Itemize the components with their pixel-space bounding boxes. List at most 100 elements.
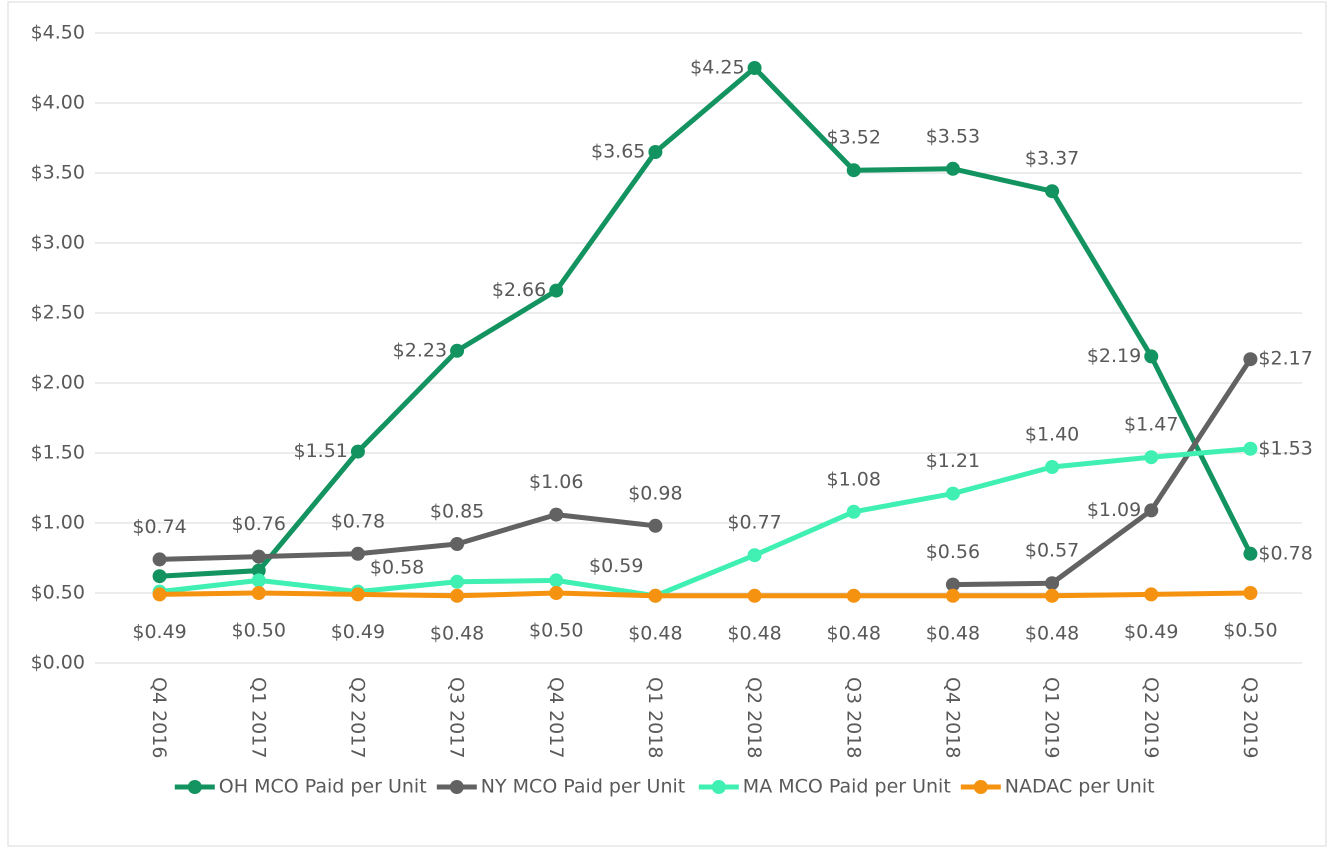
data-label: $0.48 bbox=[727, 622, 781, 644]
y-tick-label: $3.50 bbox=[31, 162, 85, 184]
data-point bbox=[549, 507, 564, 522]
data-point bbox=[1243, 546, 1258, 561]
data-point bbox=[350, 587, 365, 602]
x-tick-label: Q3 2017 bbox=[446, 677, 468, 758]
data-point bbox=[1243, 586, 1258, 600]
data-label: $0.50 bbox=[1223, 620, 1277, 642]
data-label: $1.51 bbox=[294, 440, 348, 462]
data-label: $2.66 bbox=[492, 279, 546, 301]
data-label: $0.98 bbox=[628, 482, 682, 504]
series-line bbox=[159, 446, 1251, 599]
legend-marker bbox=[711, 780, 726, 794]
data-label: $0.50 bbox=[232, 620, 286, 642]
data-point bbox=[450, 537, 465, 551]
data-point bbox=[1144, 450, 1159, 465]
x-tick-label: Q1 2018 bbox=[644, 677, 666, 758]
data-point bbox=[251, 549, 266, 564]
data-label: $1.06 bbox=[529, 471, 583, 493]
data-point bbox=[945, 161, 960, 176]
x-tick-label: Q2 2019 bbox=[1140, 677, 1162, 758]
legend-label: OH MCO Paid per Unit bbox=[219, 776, 427, 798]
data-label: $0.78 bbox=[1258, 542, 1312, 564]
data-point bbox=[251, 586, 266, 600]
data-label: $0.59 bbox=[589, 555, 643, 577]
data-label: $0.49 bbox=[132, 621, 186, 643]
data-label: $2.17 bbox=[1258, 348, 1312, 370]
legend-label: MA MCO Paid per Unit bbox=[743, 776, 951, 798]
y-tick-label: $1.50 bbox=[31, 442, 85, 464]
y-tick-label: $2.50 bbox=[31, 302, 85, 324]
data-point bbox=[747, 548, 762, 563]
data-point bbox=[1144, 349, 1159, 364]
data-label: $1.47 bbox=[1124, 414, 1178, 436]
data-label: $3.65 bbox=[591, 141, 645, 163]
data-label: $1.21 bbox=[926, 450, 980, 472]
data-label: $0.48 bbox=[926, 622, 980, 644]
x-tick-label: Q2 2018 bbox=[743, 677, 765, 758]
y-tick-label: $3.00 bbox=[31, 232, 85, 254]
data-label: $0.77 bbox=[727, 512, 781, 534]
data-point bbox=[350, 444, 365, 459]
x-tick-label: Q4 2016 bbox=[148, 677, 170, 758]
data-point bbox=[1045, 588, 1060, 603]
data-label: $0.56 bbox=[926, 541, 980, 563]
data-point bbox=[747, 61, 762, 75]
legend-marker bbox=[973, 780, 988, 794]
data-point bbox=[1045, 576, 1060, 591]
x-tick-label: Q3 2018 bbox=[842, 677, 864, 758]
x-tick-label: Q2 2017 bbox=[346, 677, 368, 758]
data-point bbox=[747, 588, 762, 603]
y-tick-label: $4.00 bbox=[31, 92, 85, 114]
data-label: $4.25 bbox=[690, 57, 744, 79]
data-point bbox=[945, 577, 960, 592]
data-point bbox=[648, 518, 663, 533]
x-tick-label: Q3 2019 bbox=[1239, 677, 1261, 758]
data-point bbox=[1243, 352, 1258, 367]
data-label: $0.76 bbox=[232, 513, 286, 535]
data-label: $0.74 bbox=[132, 516, 186, 538]
data-point bbox=[251, 563, 266, 578]
x-tick-label: Q4 2017 bbox=[545, 677, 567, 758]
y-tick-label: $0.00 bbox=[31, 652, 85, 674]
data-label: $0.49 bbox=[1124, 621, 1178, 643]
data-label: $1.08 bbox=[827, 468, 881, 490]
data-label: $3.37 bbox=[1025, 148, 1079, 170]
data-point bbox=[450, 343, 465, 358]
series-line bbox=[159, 590, 1251, 599]
data-point bbox=[152, 569, 167, 584]
legend-label: NADAC per Unit bbox=[1005, 776, 1155, 798]
data-point bbox=[1243, 441, 1258, 456]
data-label: $0.48 bbox=[1025, 622, 1079, 644]
data-point bbox=[152, 587, 167, 602]
data-point bbox=[549, 573, 564, 588]
data-label: $0.85 bbox=[430, 501, 484, 523]
data-point bbox=[450, 588, 465, 603]
legend-label: NY MCO Paid per Unit bbox=[481, 776, 685, 798]
data-label: $1.53 bbox=[1258, 437, 1312, 459]
data-point bbox=[945, 588, 960, 603]
data-point bbox=[846, 163, 861, 178]
data-label: $0.48 bbox=[628, 622, 682, 644]
data-point bbox=[350, 546, 365, 561]
x-tick-label: Q4 2018 bbox=[941, 677, 963, 758]
series-line bbox=[159, 65, 1253, 579]
data-label: $0.48 bbox=[430, 622, 484, 644]
x-tick-label: Q1 2017 bbox=[247, 677, 269, 758]
data-label: $0.78 bbox=[331, 510, 385, 532]
data-point bbox=[1045, 184, 1060, 199]
data-label: $2.23 bbox=[393, 339, 447, 361]
data-point bbox=[1144, 587, 1159, 602]
data-label: $0.57 bbox=[1025, 540, 1079, 562]
data-point bbox=[846, 504, 861, 519]
legend-marker bbox=[187, 780, 202, 794]
data-point bbox=[1045, 460, 1060, 474]
data-label: $3.52 bbox=[827, 127, 881, 149]
data-point bbox=[549, 283, 564, 298]
data-label: $0.49 bbox=[331, 621, 385, 643]
data-point bbox=[152, 552, 167, 567]
data-label: $3.53 bbox=[926, 125, 980, 147]
data-label: $1.09 bbox=[1087, 499, 1141, 521]
data-point bbox=[648, 145, 663, 159]
data-point bbox=[945, 486, 960, 501]
